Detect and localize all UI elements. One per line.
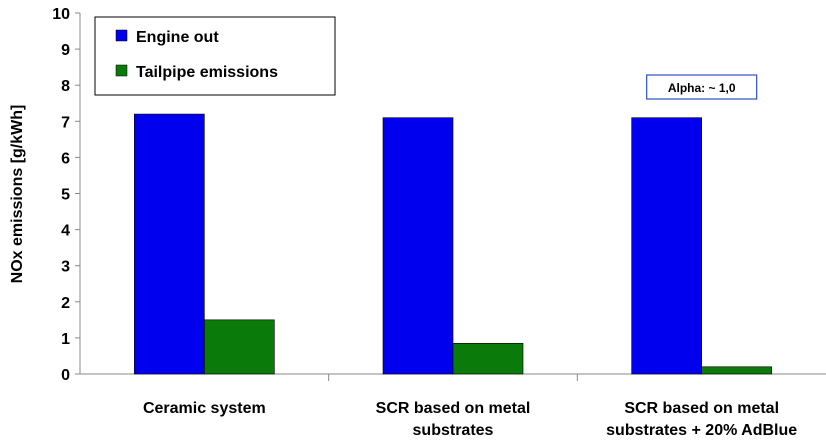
annotations: Alpha: ~ 1,0 [646, 74, 758, 100]
y-axis-label: NOx emissions [g/kWh] [9, 105, 26, 284]
y-tick-label: 10 [52, 6, 70, 23]
legend-label: Engine out [136, 29, 219, 46]
y-tick-label: 8 [61, 78, 70, 95]
annotation-box [646, 74, 758, 100]
x-category-label: substrates [413, 422, 494, 439]
tailpipe-bar-1 [452, 343, 524, 375]
y-tick-label: 0 [61, 367, 70, 384]
engine-out-bar-1 [382, 117, 454, 375]
y-tick-label: 1 [61, 331, 70, 348]
y-tick-label: 6 [61, 150, 70, 167]
tailpipe-bar-2 [701, 366, 772, 375]
bars [134, 113, 772, 375]
engine-out-bar-0 [134, 113, 205, 375]
x-category-label: SCR based on metal [624, 400, 779, 417]
legend-label: Tailpipe emissions [136, 64, 278, 81]
y-tick-label: 5 [61, 187, 70, 204]
y-tick-label: 2 [61, 295, 70, 312]
y-tick-label: 4 [61, 223, 70, 240]
engine-out-bar-2 [631, 117, 702, 375]
annotation-text: Alpha: ~ 1,0 [668, 81, 736, 95]
x-tick-labels: Ceramic system SCR based on metal substrat… [143, 400, 797, 439]
x-category-label: Ceramic system [143, 400, 266, 417]
legend-swatch [115, 29, 128, 42]
y-tick-label: 3 [61, 259, 70, 276]
y-tick-label: 9 [61, 42, 70, 59]
legend-swatch [115, 64, 128, 77]
tailpipe-bar-0 [204, 319, 275, 375]
x-category-label: substrates + 20% AdBlue [606, 422, 797, 439]
y-ticks: 0 1 2 3 4 5 6 7 8 9 10 [52, 6, 80, 384]
legend-box [94, 16, 336, 96]
x-category-label: SCR based on metal [376, 400, 531, 417]
legend: Engine out Tailpipe emissions [94, 16, 336, 96]
y-tick-label: 7 [61, 114, 70, 131]
